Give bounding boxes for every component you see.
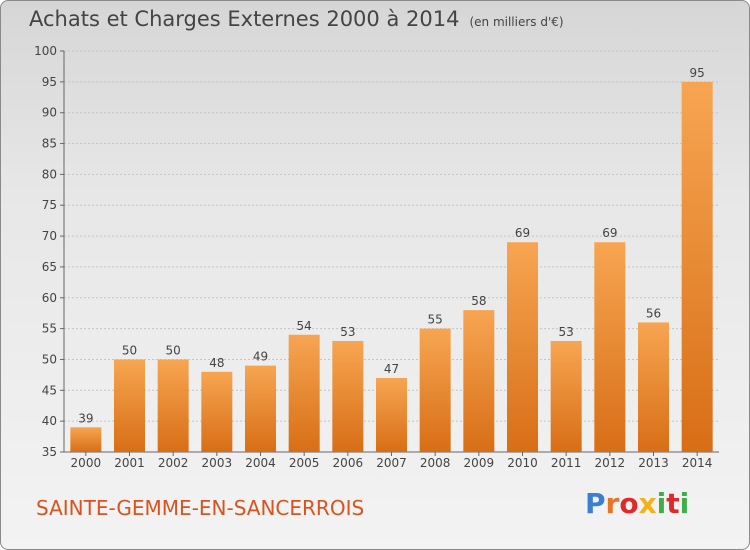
y-tick-label: 100	[34, 44, 57, 58]
value-label-2008: 55	[428, 313, 443, 327]
x-tick-label-2012: 2012	[595, 456, 626, 470]
value-label-2009: 58	[471, 294, 486, 308]
bar-2002	[157, 359, 189, 452]
proxiti-logo: Proxiti	[585, 487, 689, 520]
x-tick-label-2003: 2003	[202, 456, 233, 470]
bar-2009	[463, 310, 495, 452]
x-tick-label-2004: 2004	[245, 456, 276, 470]
y-tick-label: 35	[42, 445, 57, 459]
x-tick-label-2009: 2009	[464, 456, 495, 470]
value-label-2006: 53	[340, 325, 355, 339]
y-tick-label: 85	[42, 137, 57, 151]
logo-letter: P	[585, 487, 606, 520]
x-tick-label-2011: 2011	[551, 456, 582, 470]
value-label-2010: 69	[515, 226, 530, 240]
bar-2005	[288, 334, 320, 452]
value-label-2005: 54	[297, 319, 312, 333]
y-axis: 35 40 45 50 55 60 65 70 75 80 85 90 95 100	[34, 44, 719, 459]
y-tick-label: 60	[42, 291, 57, 305]
y-tick-label: 65	[42, 260, 57, 274]
x-axis: 2000 2001 2002 2003 2004 2005 2006 2007 2008 2009…	[71, 452, 713, 470]
value-label-2004: 49	[253, 350, 268, 364]
y-tick-label: 75	[42, 198, 57, 212]
bars: 39 50 50 48 49 54 53 47 55 58 69 53 69 56 95	[70, 66, 713, 452]
commune-name: SAINTE-GEMME-EN-SANCERROIS	[36, 496, 365, 520]
x-tick-label-2010: 2010	[507, 456, 538, 470]
y-tick-label: 45	[42, 383, 57, 397]
bar-2013	[638, 322, 669, 452]
bar-2004	[245, 365, 276, 452]
y-tick-label: 40	[42, 414, 57, 428]
bar-2003	[201, 371, 233, 452]
y-tick-label: 50	[42, 352, 57, 366]
x-tick-label-2005: 2005	[289, 456, 320, 470]
value-label-2002: 50	[166, 343, 181, 357]
bar-2012	[594, 242, 626, 452]
logo-letter: x	[638, 487, 657, 520]
chart-subtitle: (en milliers d'€)	[469, 15, 564, 29]
bar-2014	[681, 81, 713, 452]
value-label-2011: 53	[559, 325, 574, 339]
y-tick-label: 80	[42, 167, 57, 181]
chart-title-text: Achats et Charges Externes 2000 à 2014	[29, 7, 460, 31]
value-label-2001: 50	[122, 343, 137, 357]
x-tick-label-2006: 2006	[333, 456, 364, 470]
x-tick-label-2001: 2001	[114, 456, 145, 470]
value-label-2013: 56	[646, 306, 661, 320]
x-tick-label-2014: 2014	[682, 456, 713, 470]
y-tick-label: 70	[42, 229, 57, 243]
y-tick-label: 95	[42, 75, 57, 89]
bar-2007	[376, 377, 407, 452]
x-tick-label-2013: 2013	[638, 456, 669, 470]
logo-letter: i	[679, 487, 690, 520]
y-tick-label: 90	[42, 106, 57, 120]
value-label-2000: 39	[78, 411, 93, 425]
logo-letter: r	[605, 487, 620, 520]
bar-2000	[70, 427, 102, 452]
x-tick-label-2002: 2002	[158, 456, 189, 470]
logo-letter: t	[666, 487, 680, 520]
value-label-2014: 95	[690, 66, 705, 80]
value-label-2003: 48	[209, 356, 224, 370]
x-tick-label-2000: 2000	[71, 456, 102, 470]
bar-2008	[419, 328, 451, 452]
bar-2006	[332, 340, 364, 452]
logo-letter: i	[656, 487, 667, 520]
value-label-2012: 69	[602, 226, 617, 240]
bar-2001	[114, 359, 145, 452]
chart-title: Achats et Charges Externes 2000 à 2014 (e…	[29, 7, 564, 31]
bar-2011	[550, 340, 582, 452]
logo-letter: o	[619, 487, 639, 520]
x-tick-label-2007: 2007	[376, 456, 407, 470]
x-tick-label-2008: 2008	[420, 456, 451, 470]
bar-2010	[507, 242, 538, 452]
value-label-2007: 47	[384, 362, 399, 376]
y-tick-label: 55	[42, 322, 57, 336]
